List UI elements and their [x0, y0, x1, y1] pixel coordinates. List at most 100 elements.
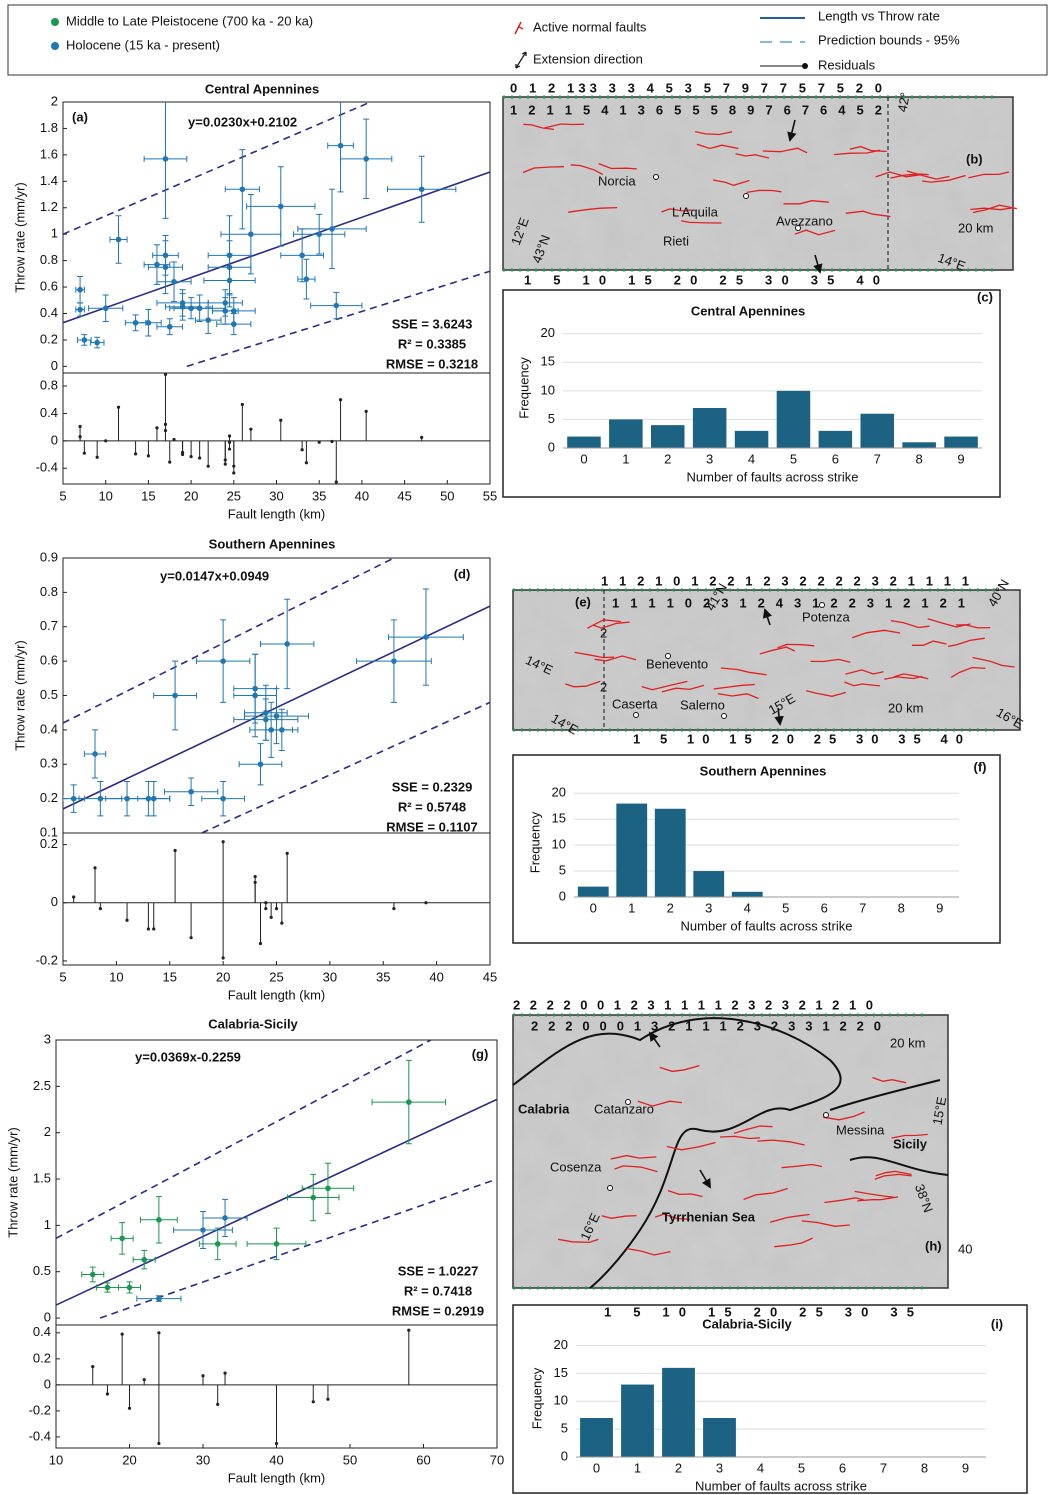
fit-stat: RMSE = 0.2919 — [392, 1303, 484, 1318]
residual-dot — [312, 1400, 315, 1403]
point — [222, 300, 228, 306]
residual-dot — [157, 1331, 160, 1334]
point — [94, 340, 100, 346]
point — [92, 751, 98, 757]
x-tick-label: 0 — [580, 451, 587, 466]
point — [391, 658, 397, 664]
map-label: Rieti — [663, 233, 689, 248]
legend-label: Holocene (15 ka - present) — [66, 37, 220, 52]
equation: y=0.0369x-0.2259 — [135, 1049, 241, 1064]
residual-dot — [228, 441, 231, 444]
map-label: Catanzaro — [594, 1101, 654, 1116]
residual-y-tick-label: 0 — [51, 894, 58, 909]
y-tick-label: 10 — [554, 1393, 568, 1408]
map-label: Caserta — [612, 696, 658, 711]
point — [167, 324, 173, 330]
x-tick-label: 25 — [227, 488, 241, 503]
y-tick-label: 1 — [44, 1217, 51, 1232]
residual-dot — [224, 463, 227, 466]
x-tick-label: 3 — [705, 900, 712, 915]
legend-label: Active normal faults — [533, 19, 647, 34]
y-tick-label: 0.2 — [40, 331, 58, 346]
residual-dot — [128, 1407, 131, 1410]
chart-title: Calabria-Sicily — [702, 1316, 792, 1331]
x-tick-label: 6 — [839, 1460, 846, 1475]
residual-dot — [365, 410, 368, 413]
legend-label: Extension direction — [533, 51, 643, 66]
residual-dot — [104, 439, 107, 442]
y-tick-label: 0 — [548, 439, 555, 454]
x-tick-label: 70 — [490, 1452, 504, 1467]
residual-dot — [232, 471, 235, 474]
panel-label: (d) — [454, 566, 471, 581]
bar — [703, 1418, 736, 1457]
point — [222, 1215, 228, 1221]
x-tick-label: 2 — [664, 451, 671, 466]
x-tick-label: 2 — [667, 900, 674, 915]
figure: Middle to Late Pleistocene (700 ka - 20 … — [0, 0, 1055, 1495]
residual-dot — [164, 373, 167, 376]
residual-dot — [106, 1392, 109, 1395]
fit-stat: SSE = 0.2329 — [392, 779, 473, 794]
residual-dot — [330, 440, 333, 443]
bar — [819, 431, 853, 448]
point — [263, 717, 269, 723]
bar — [662, 1368, 695, 1457]
point — [325, 1185, 331, 1191]
y-tick-label: 20 — [541, 325, 555, 340]
legend-label: Middle to Late Pleistocene (700 ka - 20 … — [66, 13, 313, 28]
bar — [578, 887, 609, 897]
y-axis-label: Throw rate (mm/yr) — [12, 182, 27, 293]
residual-dot — [326, 1398, 329, 1401]
residual-dot — [147, 454, 150, 457]
residual-dot — [232, 465, 235, 468]
y-tick-label: 2 — [44, 1124, 51, 1139]
residual-dot — [155, 426, 158, 429]
map-label: 40 — [958, 1241, 972, 1256]
y-axis-label: Throw rate (mm/yr) — [5, 1127, 20, 1238]
town-marker — [744, 194, 749, 199]
point — [205, 317, 211, 323]
point — [82, 337, 88, 343]
fit-stat: RMSE = 0.3218 — [386, 356, 478, 371]
bar — [735, 431, 769, 448]
x-tick-label: 7 — [859, 900, 866, 915]
chart-box — [513, 1305, 1027, 1493]
bar — [567, 437, 601, 448]
prediction-bound — [56, 1040, 431, 1238]
residual-dot — [222, 956, 225, 959]
bar — [902, 442, 936, 448]
x-tick-label: 25 — [269, 969, 283, 984]
x-tick-label: 9 — [936, 900, 943, 915]
y-tick-label: 0.8 — [40, 252, 58, 267]
fault-count-row: 0 1 2 133 3 3 4 5 3 5 7 9 7 7 5 7 5 2 0 — [510, 80, 882, 95]
residual-dot — [407, 1329, 410, 1332]
fit-line — [63, 172, 490, 323]
point — [163, 156, 169, 162]
y-tick-label: 1.6 — [40, 146, 58, 161]
residual-dot — [224, 458, 227, 461]
residual-y-tick-label: -0.2 — [29, 1402, 51, 1417]
x-tick-label: 8 — [921, 1460, 928, 1475]
x-axis-label: Number of faults across strike — [687, 469, 859, 484]
panel-label: (e) — [575, 594, 591, 609]
residual-dot — [157, 1442, 160, 1445]
x-tick-label: 4 — [744, 900, 751, 915]
residual-dot — [264, 907, 267, 910]
point — [258, 761, 264, 767]
page: Middle to Late Pleistocene (700 ka - 20 … — [0, 0, 1055, 1495]
y-tick-label: 2 — [51, 93, 58, 108]
x-tick-label: 50 — [440, 488, 454, 503]
point — [77, 287, 83, 293]
map-label: 20 km — [890, 1035, 925, 1050]
point — [151, 796, 157, 802]
residual-y-tick-label: -0.2 — [36, 952, 58, 967]
y-tick-label: 20 — [552, 785, 566, 800]
bar — [621, 1385, 654, 1457]
chart-title: Central Apennines — [205, 81, 319, 96]
town-marker — [608, 1186, 613, 1191]
residual-dot — [152, 927, 155, 930]
y-tick-label: 1.8 — [40, 120, 58, 135]
residual-dot — [164, 423, 167, 426]
y-tick-label: 10 — [552, 837, 566, 852]
